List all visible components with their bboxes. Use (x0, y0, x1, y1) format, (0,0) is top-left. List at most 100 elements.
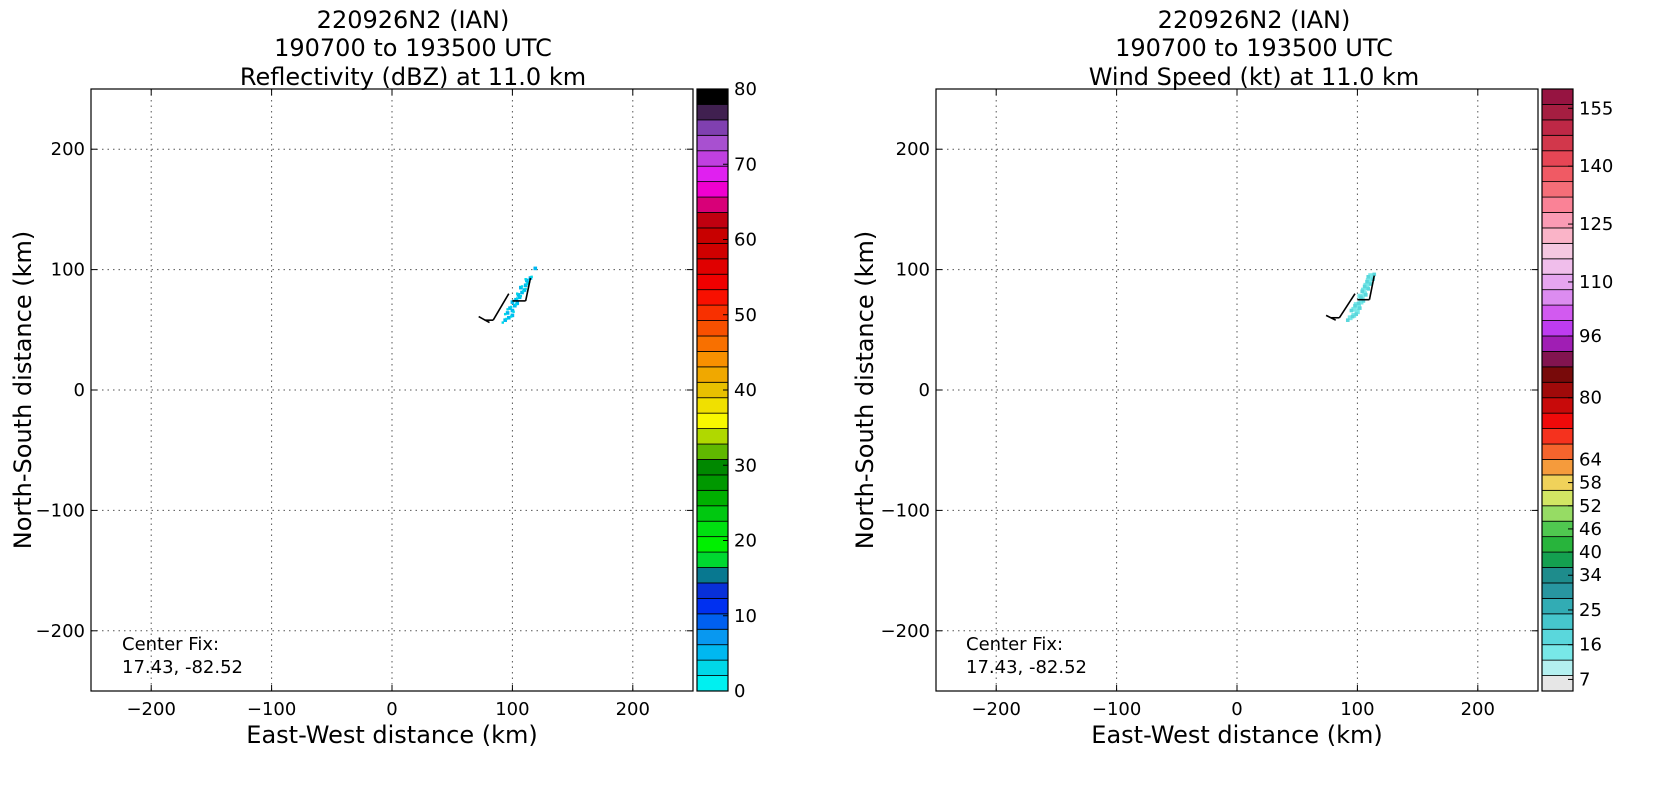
colorbar-swatch (1541, 443, 1574, 460)
colorbar-swatch (1541, 242, 1574, 260)
colorbar-swatch (696, 397, 729, 414)
data-cell (506, 315, 511, 320)
colorbar-swatch (696, 304, 729, 321)
data-cell (1361, 299, 1366, 303)
colorbar-swatch (1541, 505, 1574, 522)
colorbar-swatch (1541, 119, 1574, 136)
colorbar-swatch (696, 675, 729, 692)
colorbar-swatch (696, 412, 729, 429)
y-tick-label: 100 (51, 260, 85, 281)
colorbar-tick-label: 80 (1579, 388, 1602, 409)
colorbar-tick-label: 96 (1579, 326, 1602, 347)
data-cell (1351, 306, 1357, 312)
colorbar-tick-label: 20 (734, 531, 757, 552)
data-cell (505, 317, 508, 321)
colorbar-swatch (1541, 196, 1574, 213)
flight-track-segment (1368, 275, 1376, 300)
chart-title-line-3: Wind Speed (kt) at 11.0 km (1089, 63, 1420, 91)
colorbar-swatch (696, 628, 729, 646)
data-cell (1358, 299, 1364, 305)
data-cell (524, 278, 527, 281)
colorbar-tick-label: 64 (1579, 449, 1602, 470)
colorbar-swatch (696, 320, 729, 337)
colorbar-swatch (1541, 582, 1574, 599)
chart-title-line-2: 190700 to 193500 UTC (274, 34, 552, 62)
colorbar-swatch (1541, 412, 1574, 429)
y-tick-label: −100 (881, 500, 930, 521)
colorbar-swatch (696, 489, 729, 507)
colorbar-swatch (1541, 320, 1574, 337)
data-layer (478, 266, 538, 324)
data-cell (1366, 275, 1371, 279)
x-axis-label: East-West distance (km) (1091, 721, 1382, 749)
colorbar-swatch (1541, 597, 1574, 615)
data-cell (1345, 318, 1350, 322)
data-cell (522, 290, 525, 293)
colorbar-swatch (696, 505, 729, 522)
colorbar-swatch (1541, 381, 1574, 399)
colorbar-swatch (1541, 459, 1574, 476)
colorbar-swatch (1541, 150, 1574, 167)
data-cell (1349, 308, 1354, 313)
colorbar-swatch (696, 582, 729, 599)
colorbar-swatch (1541, 428, 1574, 445)
data-cell (524, 287, 527, 291)
colorbar-swatch (696, 289, 729, 306)
colorbar-swatch (1541, 536, 1574, 553)
data-cell (525, 282, 529, 286)
colorbar-swatch (1541, 628, 1574, 646)
grid-lines (91, 89, 693, 691)
colorbar-swatch (1541, 397, 1574, 414)
colorbar-swatch (1541, 134, 1574, 152)
colorbar-swatch (696, 597, 729, 615)
colorbar-tick-label: 140 (1579, 156, 1613, 177)
colorbar-swatch (696, 227, 729, 244)
axis-ticks: −200 −100 0 100 200 −200 −100 0 100 200 (881, 89, 1538, 720)
x-tick-label: −100 (1092, 699, 1141, 720)
y-axis-label: North-South distance (km) (9, 231, 37, 550)
x-tick-label: 0 (386, 699, 397, 720)
colorbar-swatch (696, 536, 729, 553)
data-cell (523, 283, 528, 288)
colorbar-swatch (696, 196, 729, 213)
chart-title-line-2: 190700 to 193500 UTC (1115, 34, 1393, 62)
data-cell (1347, 315, 1353, 321)
data-cell (1359, 295, 1363, 300)
colorbar-swatch (696, 459, 729, 476)
colorbar-swatch (696, 104, 729, 121)
colorbar-swatch (696, 242, 729, 260)
colorbar-tick-label: 46 (1579, 519, 1602, 540)
colorbar: 0 10 20 30 40 50 60 70 80 (696, 79, 757, 702)
data-cell (505, 311, 510, 315)
data-cell (516, 297, 519, 300)
data-cell (519, 294, 523, 298)
colorbar-swatch (696, 273, 729, 291)
data-cell (1368, 273, 1374, 279)
colorbar-swatch (696, 119, 729, 136)
x-tick-label: 200 (1461, 699, 1495, 720)
data-cell (512, 310, 515, 313)
colorbar-swatch (696, 644, 729, 661)
colorbar-tick-label: 16 (1579, 635, 1602, 656)
colorbar-swatch (696, 443, 729, 460)
data-cell (1354, 309, 1360, 315)
colorbar-swatch (696, 551, 729, 568)
colorbar-swatch (1541, 351, 1574, 368)
colorbar-swatch (696, 428, 729, 445)
y-tick-label: 200 (896, 139, 930, 160)
colorbar-tick-label: 40 (734, 380, 757, 401)
data-cell (1364, 293, 1368, 297)
axis-ticks: −200 −100 0 100 200 −200 −100 0 100 200 (36, 89, 693, 720)
colorbar-swatch (1541, 304, 1574, 321)
data-cell (1366, 287, 1371, 291)
colorbar-swatch (696, 88, 729, 105)
x-tick-label: 100 (1340, 699, 1374, 720)
data-cell (514, 297, 518, 302)
colorbar-tick-label: 52 (1579, 496, 1602, 517)
data-cell (1353, 303, 1357, 308)
colorbar-tick-label: 58 (1579, 473, 1602, 494)
x-tick-label: −200 (971, 699, 1020, 720)
y-tick-label: 0 (919, 380, 930, 401)
colorbar-swatch (696, 567, 729, 584)
colorbar-swatch (1541, 489, 1574, 507)
